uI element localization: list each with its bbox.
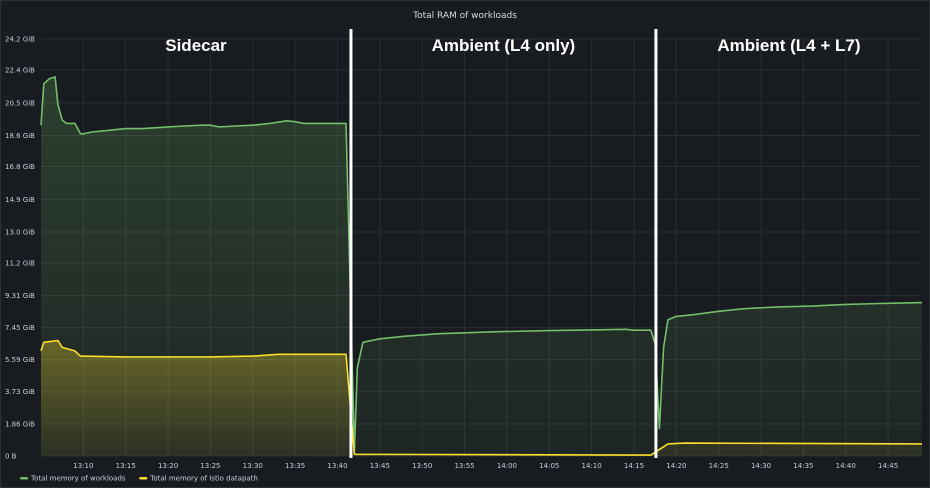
series-area-istio-datapath [41, 340, 922, 456]
x-tick-label: 14:15 [624, 462, 644, 470]
y-axis: 24.2 GiB 22.4 GiB 20.5 GiB 18.6 GiB 16.8 GiB… [5, 36, 35, 461]
x-tick-label: 13:10 [73, 462, 93, 470]
y-tick-label: 14.9 GiB [5, 196, 35, 204]
y-tick-label: 1.86 GiB [5, 420, 35, 428]
legend-swatch [139, 477, 148, 480]
y-tick-label: 7.45 GiB [5, 324, 35, 332]
x-tick-label: 13:30 [243, 462, 263, 470]
x-tick-label: 13:50 [412, 462, 432, 470]
x-tick-label: 13:45 [370, 462, 390, 470]
x-tick-label: 14:00 [497, 462, 517, 470]
x-tick-label: 14:10 [582, 462, 602, 470]
y-tick-label: 16.8 GiB [5, 163, 35, 171]
x-tick-label: 13:15 [116, 462, 136, 470]
x-tick-label: 14:05 [539, 462, 559, 470]
legend-label: Total memory of workloads [30, 475, 126, 483]
y-tick-label: 3.73 GiB [5, 388, 35, 396]
y-tick-label: 11.2 GiB [5, 260, 35, 268]
legend-label: Total memory of Istio datapath [149, 475, 258, 483]
x-tick-label: 13:25 [200, 462, 220, 470]
legend-swatch [20, 477, 28, 480]
section-label: Ambient (L4 + L7) [717, 36, 860, 55]
series-line-istio-datapath [40, 339, 923, 456]
y-tick-label: 22.4 GiB [5, 67, 35, 75]
legend-item-workloads[interactable]: Total memory of workloads [20, 475, 126, 483]
x-tick-label: 14:40 [836, 462, 856, 470]
y-tick-label: 13.0 GiB [5, 228, 35, 236]
section-dividers [349, 29, 658, 458]
legend[interactable]: Total memory of workloads Total memory of… [20, 475, 258, 483]
x-tick-label: 13:20 [158, 462, 178, 470]
y-tick-label: 5.59 GiB [5, 356, 35, 364]
y-tick-label: 18.6 GiB [5, 132, 35, 140]
y-tick-label: 20.5 GiB [5, 99, 35, 107]
y-tick-label: 24.2 GiB [5, 36, 35, 44]
section-label: Sidecar [165, 36, 227, 55]
y-tick-label: 0 B [5, 453, 17, 461]
series-layer [40, 76, 923, 457]
x-axis: 13:10 13:15 13:20 13:25 13:30 13:35 13:40 13:45… [73, 462, 898, 470]
x-tick-label: 14:45 [878, 462, 898, 470]
x-tick-label: 14:20 [666, 462, 686, 470]
x-tick-label: 13:40 [327, 462, 347, 470]
series-line-workloads [40, 76, 923, 452]
x-tick-label: 14:35 [793, 462, 813, 470]
x-tick-label: 14:30 [751, 462, 771, 470]
y-tick-label: 9.31 GiB [5, 292, 35, 300]
section-labels: Sidecar Ambient (L4 only) Ambient (L4 + L7… [165, 36, 860, 55]
legend-item-istio-datapath[interactable]: Total memory of Istio datapath [139, 475, 258, 483]
x-tick-label: 13:55 [454, 462, 474, 470]
chart-title: Total RAM of workloads [412, 11, 517, 21]
x-tick-label: 13:35 [285, 462, 305, 470]
x-tick-label: 14:25 [709, 462, 729, 470]
section-label: Ambient (L4 only) [432, 36, 576, 55]
